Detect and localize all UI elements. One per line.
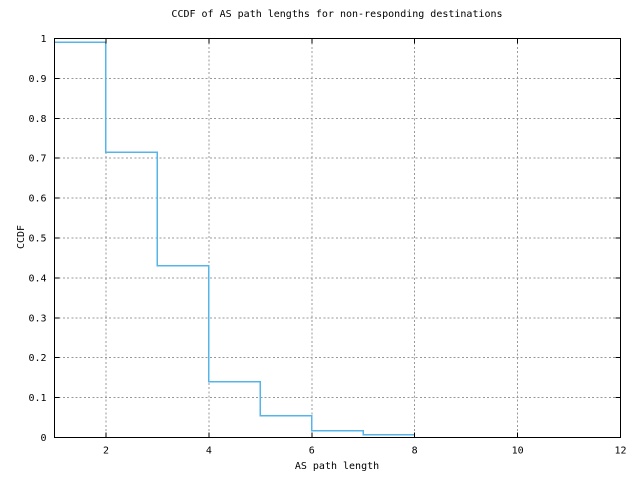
y-axis-label: CCDF	[16, 224, 27, 250]
y-tick-label: 0.5	[28, 234, 46, 245]
y-tick-label: 0.4	[28, 273, 46, 284]
y-tick-label: 0	[40, 433, 46, 444]
y-tick-label: 1	[40, 34, 46, 45]
x-tick-label: 12	[614, 446, 626, 457]
y-tick-label: 0.1	[28, 393, 46, 404]
ccdf-step-line	[54, 41, 415, 436]
y-tick-label: 0.3	[28, 313, 46, 324]
y-tick-label: 0.7	[28, 154, 46, 165]
chart-title: CCDF of AS path lengths for non-respondi…	[171, 9, 503, 20]
x-axis-label: AS path length	[294, 461, 380, 472]
x-tick-label: 4	[206, 446, 212, 457]
x-tick-label: 2	[103, 446, 109, 457]
x-tick-label: 8	[412, 446, 418, 457]
y-tick-label: 0.9	[28, 74, 46, 85]
y-tick-label: 0.6	[28, 194, 46, 205]
y-tick-label: 0.2	[28, 353, 46, 364]
x-tick-label: 6	[309, 446, 315, 457]
y-tick-label: 0.8	[28, 114, 46, 125]
x-tick-label: 10	[512, 446, 524, 457]
